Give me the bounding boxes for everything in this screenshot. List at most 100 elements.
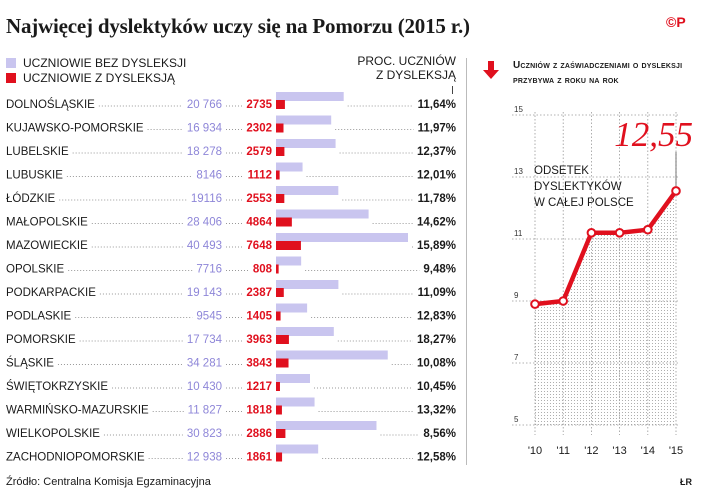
percent-label: 18,27% xyxy=(417,334,456,346)
bar-with-dyslexia xyxy=(276,194,285,203)
bar-with-dyslexia xyxy=(276,217,292,227)
percent-header-line2: Z DYSLEKSJĄ xyxy=(375,67,456,82)
bar-without-dyslexia xyxy=(276,280,339,289)
legend-label-with: UCZNIOWIE Z DYSLEKSJĄ xyxy=(23,71,176,85)
count-with-label: 1861 xyxy=(246,452,272,464)
y-tick-label: 9 xyxy=(514,291,519,300)
count-with-label: 7648 xyxy=(246,240,272,252)
count-with-label: 2302 xyxy=(246,123,272,135)
count-without-label: 9545 xyxy=(196,311,222,323)
region-name: ŚWIĘTOKRZYSKIE xyxy=(6,380,108,393)
bar-with-dyslexia xyxy=(276,264,279,274)
data-point xyxy=(530,299,540,309)
count-with-label: 1818 xyxy=(246,405,272,417)
data-point xyxy=(671,186,681,196)
bar-with-dyslexia xyxy=(276,100,285,109)
region-name: PODKARPACKIE xyxy=(6,287,96,299)
count-with-label: 3963 xyxy=(246,334,272,346)
percent-label: 9,48% xyxy=(423,264,456,276)
count-with-label: 3843 xyxy=(246,358,272,370)
count-without-label: 40 493 xyxy=(187,240,222,252)
chart-title: Najwięcej dyslektyków uczy się na Pomorz… xyxy=(6,14,470,38)
count-without-label: 17 734 xyxy=(187,334,223,346)
percent-label: 10,45% xyxy=(417,381,456,393)
y-tick-label: 7 xyxy=(514,353,519,362)
count-without-label: 20 766 xyxy=(187,99,222,111)
bar-without-dyslexia xyxy=(276,327,334,336)
bar-without-dyslexia xyxy=(276,256,302,266)
header-pointer-line xyxy=(452,86,453,94)
percent-label: 12,37% xyxy=(417,146,456,158)
y-tick-label: 5 xyxy=(514,415,519,424)
region-name: OPOLSKIE xyxy=(6,264,64,276)
count-without-label: 10 430 xyxy=(187,381,222,393)
count-without-label: 16 934 xyxy=(187,123,223,135)
y-tick-label: 13 xyxy=(514,167,523,176)
region-name: ŚLĄSKIE xyxy=(6,357,54,370)
trend-line-chart: 5 7 9 11 13 15 '10 '11 '12 '13 '14 '15 12,55 ODSETEK D… xyxy=(512,105,693,457)
percent-label: 12,01% xyxy=(417,170,456,182)
legend-item-without: UCZNIOWIE BEZ DYSLEKSJI xyxy=(6,56,186,70)
x-tick-label: '13 xyxy=(612,445,626,457)
line-annotation: W CAŁEJ POLSCE xyxy=(534,197,634,209)
region-name: KUJAWSKO-POMORSKIE xyxy=(6,123,144,135)
percent-label: 11,78% xyxy=(418,193,456,205)
bar-with-dyslexia xyxy=(276,405,282,415)
percent-label: 11,09% xyxy=(418,287,456,299)
region-name: MAZOWIECKIE xyxy=(6,240,88,252)
bar-with-dyslexia xyxy=(276,335,289,344)
x-tick-label: '10 xyxy=(528,445,542,457)
bar-without-dyslexia xyxy=(276,374,310,383)
bar-with-dyslexia xyxy=(276,429,286,438)
bar-without-dyslexia xyxy=(276,350,388,360)
percent-label: 8,56% xyxy=(423,428,456,440)
count-without-label: 19 143 xyxy=(187,287,222,299)
bar-with-dyslexia xyxy=(276,123,284,133)
count-without-label: 12 938 xyxy=(187,452,222,464)
bar-without-dyslexia xyxy=(276,186,339,195)
bar-with-dyslexia xyxy=(276,241,301,250)
percent-column-header: PROC. UCZNIÓW Z DYSLEKSJĄ xyxy=(350,54,456,82)
count-without-label: 28 406 xyxy=(187,217,222,229)
regions-bar-chart: DOLNOŚLĄSKIE 20 766 2735 11,64% KUJAWSKO-POM… xyxy=(6,92,456,464)
bar-without-dyslexia xyxy=(276,397,315,407)
line-annotation: DYSLEKTYKÓW xyxy=(534,180,622,193)
y-tick-label: 11 xyxy=(514,229,523,238)
data-point xyxy=(558,296,569,306)
count-without-label: 18 278 xyxy=(187,146,222,158)
bar-without-dyslexia xyxy=(276,209,369,219)
percent-header-line1: PROC. UCZNIÓW xyxy=(357,54,456,68)
percent-label: 10,08% xyxy=(417,358,456,370)
bar-with-dyslexia xyxy=(276,452,283,462)
bar-without-dyslexia xyxy=(276,162,303,172)
region-name: LUBELSKIE xyxy=(6,146,69,158)
x-tick-label: '12 xyxy=(584,445,598,457)
bar-with-dyslexia xyxy=(276,358,289,368)
count-with-label: 2735 xyxy=(246,99,272,111)
percent-label: 11,97% xyxy=(418,123,456,135)
bar-without-dyslexia xyxy=(276,303,308,313)
x-tick-label: '15 xyxy=(669,445,683,457)
legend-swatch-red xyxy=(6,73,16,83)
bar-without-dyslexia xyxy=(276,233,408,242)
count-with-label: 2387 xyxy=(246,287,272,299)
count-with-label: 1405 xyxy=(246,311,272,323)
area-fill xyxy=(535,190,676,425)
percent-label: 12,83% xyxy=(417,311,456,323)
region-name: ŁÓDZKIE xyxy=(6,192,56,205)
bar-with-dyslexia xyxy=(276,311,281,321)
bar-without-dyslexia xyxy=(276,421,377,430)
count-with-label: 2579 xyxy=(246,146,272,158)
legend-label-without: UCZNIOWIE BEZ DYSLEKSJI xyxy=(23,56,187,70)
region-name: ZACHODNIOPOMORSKIE xyxy=(6,452,145,464)
bar-without-dyslexia xyxy=(276,444,319,454)
percent-label: 11,64% xyxy=(418,99,456,111)
bar-with-dyslexia xyxy=(276,288,284,297)
count-with-label: 4864 xyxy=(246,217,272,229)
y-tick-label: 15 xyxy=(514,105,523,114)
region-name: PODLASKIE xyxy=(6,311,72,323)
trend-title: Uczniów z zaświadczeniami o dysleksji pr… xyxy=(513,60,683,86)
bar-with-dyslexia xyxy=(276,170,280,180)
publisher-logo: ©P xyxy=(666,14,686,30)
region-name: DOLNOŚLĄSKIE xyxy=(6,98,95,111)
